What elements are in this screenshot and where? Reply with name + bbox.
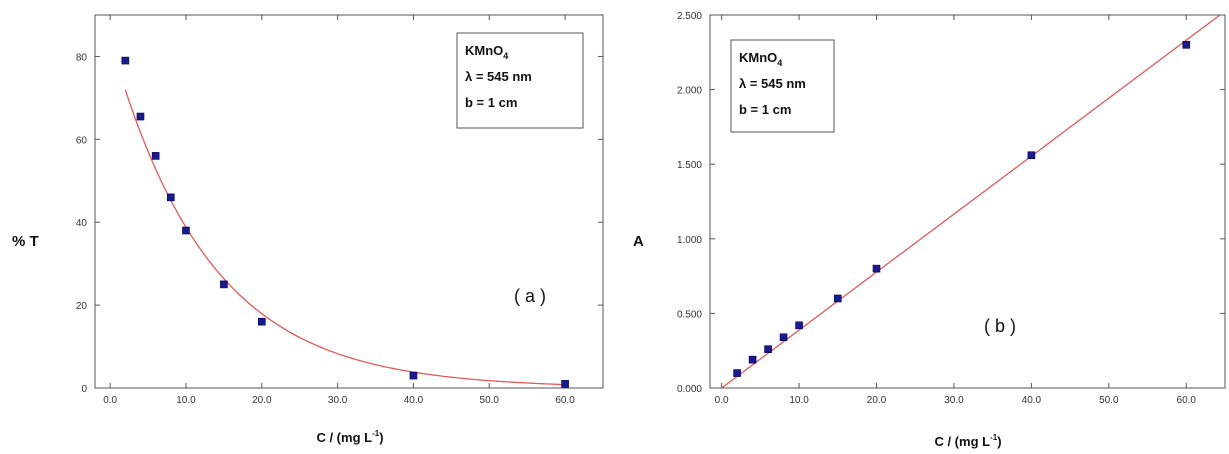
legend-box bbox=[730, 39, 835, 133]
data-point bbox=[833, 294, 842, 303]
y-tick-label: 0.500 bbox=[677, 309, 702, 320]
y-tick-label: 40 bbox=[76, 218, 88, 229]
data-point bbox=[764, 345, 772, 354]
x-tick-label: 0.0 bbox=[103, 395, 117, 406]
data-point bbox=[409, 371, 418, 380]
x-tick-label: 30.0 bbox=[328, 395, 348, 406]
x-tick-label: 60.0 bbox=[555, 395, 575, 406]
data-point bbox=[258, 317, 266, 326]
data-point bbox=[220, 280, 228, 289]
legend-pathlength: b = 1 cm bbox=[739, 102, 791, 117]
legend-wavelength: λ = 545 nm bbox=[739, 76, 806, 91]
data-point bbox=[748, 355, 757, 364]
panel-label: ( a ) bbox=[514, 286, 546, 306]
x-tick-label: 20.0 bbox=[252, 395, 272, 406]
y-tick-label: 1.500 bbox=[677, 160, 702, 171]
x-tick-label: 10.0 bbox=[176, 395, 196, 406]
y-tick-label: 0 bbox=[81, 384, 87, 395]
fit-line bbox=[124, 89, 566, 386]
data-point bbox=[121, 56, 130, 65]
chart-panel-a: 0.0 10.0 20.0 30.0 40.0 50.0 60.0 0 20 40 60 80 KMnO… bbox=[12, 14, 604, 445]
data-point bbox=[733, 369, 741, 377]
y-tick-label: 2.500 bbox=[677, 11, 702, 22]
data-point bbox=[795, 321, 803, 330]
data-point bbox=[1182, 41, 1191, 49]
x-axis-label: C / (mg L-1) bbox=[934, 433, 1001, 449]
y-axis-label: A bbox=[633, 233, 644, 250]
plot-frame bbox=[709, 14, 1226, 389]
x-tick-label: 30.0 bbox=[944, 395, 964, 406]
data-point bbox=[136, 112, 145, 121]
x-tick-label: 60.0 bbox=[1177, 395, 1197, 406]
y-tick-label: 2.000 bbox=[677, 86, 702, 97]
data-point bbox=[779, 333, 788, 342]
data-point bbox=[561, 380, 569, 388]
fit-line bbox=[721, 15, 1222, 388]
y-tick-label: 80 bbox=[76, 52, 88, 63]
y-tick-label: 1.000 bbox=[677, 235, 702, 246]
legend-compound: KMnO4 bbox=[465, 43, 508, 61]
y-tick-label: 0.000 bbox=[677, 384, 702, 395]
data-point bbox=[182, 226, 190, 235]
y-tick-label: 60 bbox=[76, 135, 88, 146]
x-tick-label: 10.0 bbox=[789, 395, 809, 406]
data-point bbox=[167, 193, 175, 202]
legend-wavelength: λ = 545 nm bbox=[465, 69, 532, 84]
x-tick-label: 40.0 bbox=[1022, 395, 1042, 406]
data-point bbox=[872, 264, 881, 273]
x-axis-label: C / (mg L-1) bbox=[316, 429, 383, 445]
y-tick-label: 20 bbox=[76, 301, 88, 312]
x-tick-label: 20.0 bbox=[867, 395, 887, 406]
x-tick-label: 40.0 bbox=[404, 395, 424, 406]
legend-compound: KMnO4 bbox=[739, 50, 782, 68]
x-tick-label: 0.0 bbox=[715, 395, 729, 406]
chart-panel-b: 0.0 10.0 20.0 30.0 40.0 50.0 60.0 0.000 0.500 1.0… bbox=[633, 11, 1226, 449]
legend-box bbox=[456, 32, 584, 129]
legend-pathlength: b = 1 cm bbox=[465, 95, 517, 110]
x-tick-label: 50.0 bbox=[1099, 395, 1119, 406]
data-point bbox=[1027, 151, 1036, 160]
panel-label: ( b ) bbox=[984, 316, 1016, 336]
data-point bbox=[151, 152, 160, 160]
x-tick-label: 50.0 bbox=[480, 395, 500, 406]
plot-frame bbox=[94, 14, 604, 389]
y-axis-label: % T bbox=[12, 233, 39, 250]
